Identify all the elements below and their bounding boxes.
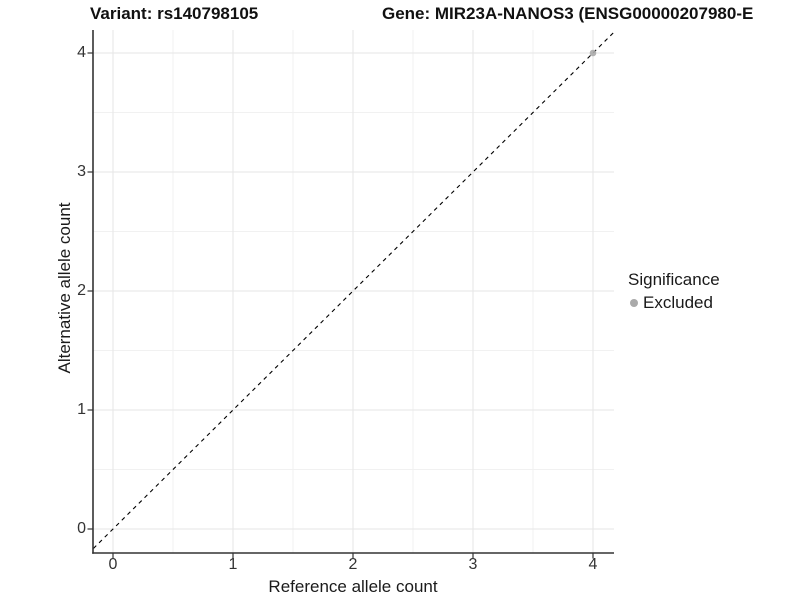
legend-item-excluded: Excluded [630, 293, 720, 313]
y-tick-label-3: 3 [77, 163, 86, 180]
plot-title-gene: Gene: MIR23A-NANOS3 (ENSG00000207980-E [382, 4, 754, 23]
identity-line [93, 31, 614, 550]
x-tick-label-2: 2 [348, 556, 358, 573]
x-tick-label-3: 3 [468, 556, 478, 573]
x-tick-label-4: 4 [588, 556, 598, 573]
legend-title: Significance [628, 270, 720, 289]
y-tick-label-4: 4 [77, 44, 86, 61]
y-tick-label-1: 1 [77, 401, 86, 418]
legend-item-label: Excluded [643, 293, 713, 312]
data-point-excluded [589, 49, 597, 57]
plot-title-variant: Variant: rs140798105 [90, 4, 259, 23]
y-tick-label-2: 2 [77, 282, 86, 299]
y-axis-title: Alternative allele count [55, 202, 74, 374]
y-tick-label-0: 0 [77, 520, 86, 537]
legend-point-icon [630, 299, 638, 307]
legend: Significance Excluded [628, 270, 720, 313]
x-tick-label-0: 0 [108, 556, 118, 573]
x-tick-label-1: 1 [228, 556, 238, 573]
x-axis-title: Reference allele count [268, 577, 438, 596]
